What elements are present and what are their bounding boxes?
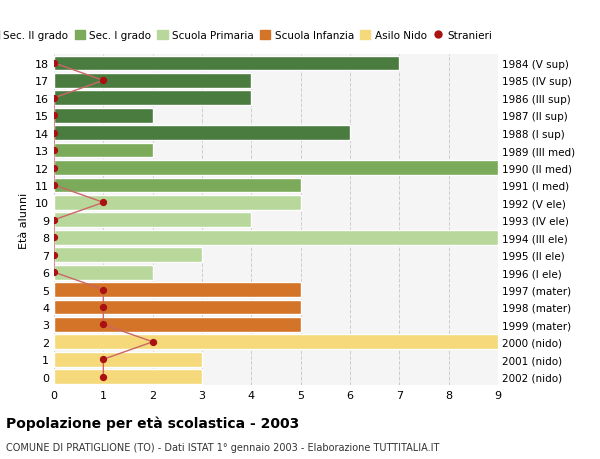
Bar [54, 369, 202, 384]
Bar [54, 196, 301, 210]
Point [98, 199, 108, 207]
Point [49, 147, 59, 154]
Point [49, 252, 59, 259]
Bar [54, 213, 251, 228]
Point [49, 164, 59, 172]
Point [49, 130, 59, 137]
Point [98, 321, 108, 328]
Bar [54, 282, 301, 297]
Bar [54, 109, 152, 123]
Point [49, 60, 59, 67]
Bar [54, 317, 301, 332]
Point [98, 286, 108, 294]
Point [98, 373, 108, 381]
Point [98, 303, 108, 311]
Point [98, 78, 108, 85]
Bar [54, 352, 202, 367]
Bar [54, 74, 251, 89]
Bar [54, 161, 498, 175]
Point [49, 182, 59, 189]
Bar [54, 300, 301, 315]
Bar [54, 335, 498, 349]
Bar [54, 91, 251, 106]
Text: Popolazione per età scolastica - 2003: Popolazione per età scolastica - 2003 [6, 415, 299, 430]
Point [49, 234, 59, 241]
Bar [54, 56, 400, 71]
Legend: Sec. II grado, Sec. I grado, Scuola Primaria, Scuola Infanzia, Asilo Nido, Stran: Sec. II grado, Sec. I grado, Scuola Prim… [0, 29, 494, 43]
Point [148, 338, 157, 346]
Bar [54, 265, 152, 280]
Bar [54, 143, 152, 158]
Y-axis label: Età alunni: Età alunni [19, 192, 29, 248]
Point [49, 95, 59, 102]
Point [98, 356, 108, 363]
Bar [54, 126, 350, 141]
Bar [54, 230, 498, 245]
Bar [54, 178, 301, 193]
Point [49, 112, 59, 120]
Point [49, 217, 59, 224]
Text: COMUNE DI PRATIGLIONE (TO) - Dati ISTAT 1° gennaio 2003 - Elaborazione TUTTITALI: COMUNE DI PRATIGLIONE (TO) - Dati ISTAT … [6, 442, 439, 452]
Point [49, 269, 59, 276]
Bar [54, 248, 202, 263]
